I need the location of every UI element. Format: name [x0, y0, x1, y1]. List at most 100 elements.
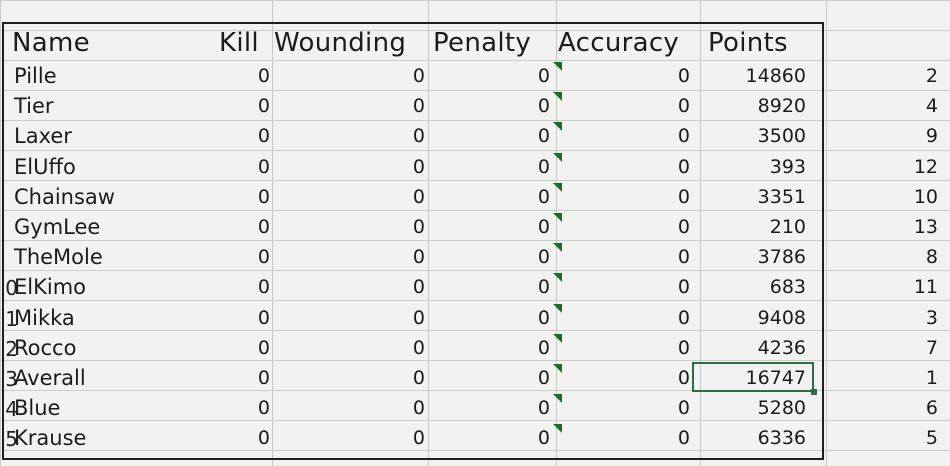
fill-handle[interactable] — [811, 389, 817, 395]
cell-penalty[interactable]: 0 — [537, 185, 550, 208]
cell-wounding[interactable]: 0 — [412, 336, 425, 359]
cell-penalty[interactable]: 0 — [537, 427, 550, 450]
cell-name[interactable]: ElUffo — [14, 154, 76, 179]
cell-wounding[interactable]: 0 — [412, 65, 425, 87]
cell-points[interactable]: 9408 — [757, 306, 806, 329]
cell-rank[interactable]: 10 — [913, 185, 938, 208]
cell-points[interactable]: 3786 — [757, 246, 806, 269]
cell-penalty[interactable]: 0 — [537, 125, 550, 148]
row-number[interactable]: 1 — [5, 306, 18, 331]
cell-points[interactable]: 8920 — [757, 95, 806, 118]
cell-name[interactable]: Tier — [14, 94, 54, 119]
cell-kill[interactable]: 0 — [257, 276, 270, 299]
cell-rank[interactable]: 2 — [925, 65, 938, 87]
cell-penalty[interactable]: 0 — [537, 276, 550, 299]
cell-points[interactable]: 6336 — [757, 427, 806, 450]
cell-accuracy[interactable]: 0 — [677, 336, 690, 359]
header-wounding[interactable]: Wounding — [274, 28, 407, 58]
cell-accuracy[interactable]: 0 — [677, 216, 690, 238]
cell-accuracy[interactable]: 0 — [677, 246, 690, 269]
cell-rank[interactable]: 6 — [925, 397, 938, 420]
cell-points[interactable]: 210 — [769, 216, 806, 238]
cell-rank[interactable]: 1 — [925, 367, 938, 389]
cell-wounding[interactable]: 0 — [412, 155, 425, 178]
cell-name[interactable]: Chainsaw — [14, 184, 115, 209]
cell-points[interactable]: 16747 — [745, 367, 806, 389]
row-number[interactable]: 3 — [5, 367, 18, 391]
cell-name[interactable]: Averall — [14, 366, 86, 390]
cell-kill[interactable]: 0 — [257, 306, 270, 329]
cell-points[interactable]: 14860 — [745, 65, 806, 87]
cell-kill[interactable]: 0 — [257, 185, 270, 208]
cell-name[interactable]: Krause — [14, 426, 87, 451]
cell-accuracy[interactable]: 0 — [677, 65, 690, 87]
cell-wounding[interactable]: 0 — [412, 397, 425, 420]
cell-penalty[interactable]: 0 — [537, 65, 550, 87]
cell-rank[interactable]: 4 — [925, 95, 938, 118]
header-penalty[interactable]: Penalty — [433, 28, 532, 58]
cell-wounding[interactable]: 0 — [412, 246, 425, 269]
cell-name[interactable]: Mikka — [14, 305, 75, 330]
cell-penalty[interactable]: 0 — [537, 246, 550, 269]
cell-accuracy[interactable]: 0 — [677, 125, 690, 148]
cell-rank[interactable]: 13 — [913, 216, 938, 238]
cell-kill[interactable]: 0 — [257, 216, 270, 238]
cell-rank[interactable]: 12 — [913, 155, 938, 178]
cell-kill[interactable]: 0 — [257, 125, 270, 148]
cell-name[interactable]: Laxer — [14, 124, 72, 149]
header-points[interactable]: Points — [708, 28, 788, 58]
cell-wounding[interactable]: 0 — [412, 427, 425, 450]
cell-accuracy[interactable]: 0 — [677, 397, 690, 420]
cell-penalty[interactable]: 0 — [537, 336, 550, 359]
cell-points[interactable]: 683 — [769, 276, 806, 299]
cell-penalty[interactable]: 0 — [537, 216, 550, 238]
cell-kill[interactable]: 0 — [257, 367, 270, 389]
header-name[interactable]: Name — [12, 28, 90, 58]
cell-points[interactable]: 4236 — [757, 336, 806, 359]
cell-accuracy[interactable]: 0 — [677, 306, 690, 329]
cell-kill[interactable]: 0 — [257, 246, 270, 269]
cell-points[interactable]: 3351 — [757, 185, 806, 208]
cell-wounding[interactable]: 0 — [412, 125, 425, 148]
cell-penalty[interactable]: 0 — [537, 306, 550, 329]
cell-penalty[interactable]: 0 — [537, 397, 550, 420]
cell-name[interactable]: ElKimo — [14, 275, 87, 300]
cell-rank[interactable]: 8 — [925, 246, 938, 269]
row-number[interactable]: 0 — [5, 276, 18, 301]
cell-wounding[interactable]: 0 — [412, 276, 425, 299]
row-number[interactable]: 5 — [5, 427, 18, 452]
cell-points[interactable]: 393 — [769, 155, 806, 178]
header-kill[interactable]: Kill — [219, 28, 259, 58]
cell-accuracy[interactable]: 0 — [677, 276, 690, 299]
cell-rank[interactable]: 9 — [925, 125, 938, 148]
cell-accuracy[interactable]: 0 — [677, 185, 690, 208]
cell-accuracy[interactable]: 0 — [677, 155, 690, 178]
cell-wounding[interactable]: 0 — [412, 95, 425, 118]
cell-rank[interactable]: 11 — [913, 276, 938, 299]
cell-penalty[interactable]: 0 — [537, 367, 550, 389]
cell-points[interactable]: 5280 — [757, 397, 806, 420]
cell-kill[interactable]: 0 — [257, 155, 270, 178]
cell-wounding[interactable]: 0 — [412, 367, 425, 389]
selected-cell[interactable] — [692, 362, 814, 392]
cell-accuracy[interactable]: 0 — [677, 367, 690, 389]
cell-name[interactable]: TheMole — [14, 245, 103, 270]
cell-name[interactable]: Pille — [14, 64, 57, 88]
cell-penalty[interactable]: 0 — [537, 155, 550, 178]
cell-rank[interactable]: 7 — [925, 336, 938, 359]
cell-rank[interactable]: 3 — [925, 306, 938, 329]
row-number[interactable]: 4 — [5, 397, 18, 422]
cell-kill[interactable]: 0 — [257, 95, 270, 118]
cell-accuracy[interactable]: 0 — [677, 427, 690, 450]
cell-wounding[interactable]: 0 — [412, 216, 425, 238]
cell-name[interactable]: GymLee — [14, 215, 101, 239]
cell-kill[interactable]: 0 — [257, 336, 270, 359]
cell-name[interactable]: Blue — [14, 396, 61, 421]
cell-rank[interactable]: 5 — [925, 427, 938, 450]
cell-kill[interactable]: 0 — [257, 427, 270, 450]
header-accuracy[interactable]: Accuracy — [558, 28, 680, 58]
cell-wounding[interactable]: 0 — [412, 185, 425, 208]
cell-points[interactable]: 3500 — [757, 125, 806, 148]
cell-name[interactable]: Rocco — [14, 335, 77, 360]
cell-wounding[interactable]: 0 — [412, 306, 425, 329]
